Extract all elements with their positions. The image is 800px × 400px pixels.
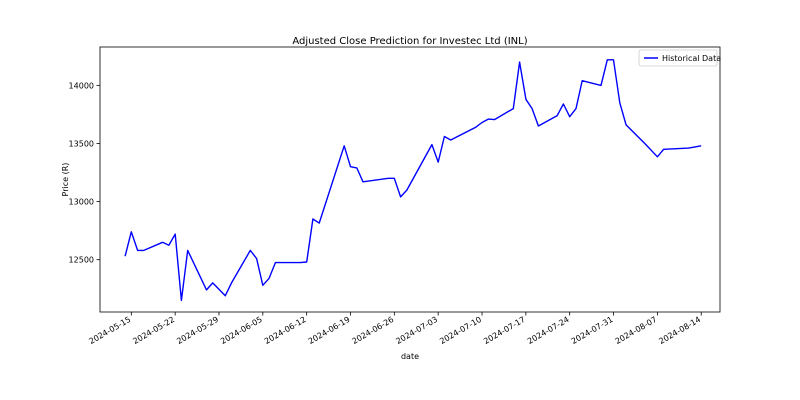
y-axis-label: Price (R) [61,163,70,197]
y-tick-label: 13500 [69,139,94,148]
y-tick-label: 13000 [69,198,94,207]
legend-box [638,49,718,67]
series-line [124,59,702,302]
x-axis-label: date [401,352,419,361]
legend: Historical Data [638,49,721,67]
chart-title: Adjusted Close Prediction for Investec L… [292,36,527,47]
y-tick-label: 14000 [69,81,94,90]
plot-frame [99,46,721,313]
y-axis: 12500 13000 13500 14000 [69,81,100,265]
series-layer [124,59,702,302]
legend-entry-label: Historical Data [662,54,721,63]
y-tick-label: 12500 [69,256,94,265]
